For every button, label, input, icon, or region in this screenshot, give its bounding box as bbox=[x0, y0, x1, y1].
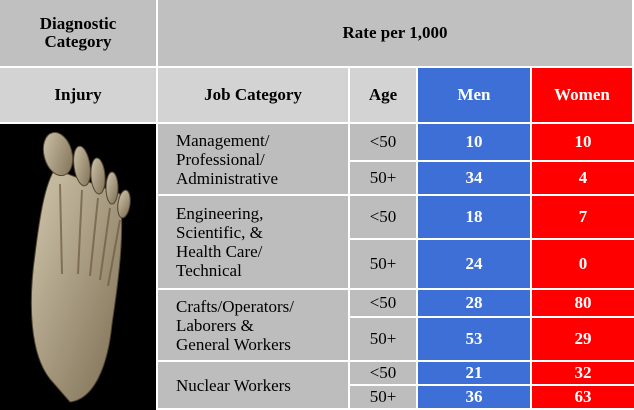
men-rate: 34 bbox=[418, 162, 530, 194]
women-rate: 10 bbox=[532, 124, 634, 160]
men-rate: 18 bbox=[418, 196, 530, 238]
text-line: Engineering, bbox=[176, 204, 264, 223]
column-header: Age bbox=[350, 68, 416, 122]
men-rate: 24 bbox=[418, 240, 530, 288]
age-cell: 50+ bbox=[350, 318, 416, 360]
text-line: Management/ bbox=[176, 130, 270, 150]
men-rate: 21 bbox=[418, 362, 530, 384]
column-header: Men bbox=[418, 68, 530, 122]
text-line: Technical bbox=[176, 261, 242, 280]
text-line: Health Care/ bbox=[176, 242, 263, 261]
foot-image bbox=[0, 124, 156, 410]
text-line: Category bbox=[44, 32, 112, 51]
column-header: Job Category bbox=[158, 68, 348, 122]
women-rate: 4 bbox=[532, 162, 634, 194]
job-category: Crafts/Operators/Laborers & General Worke… bbox=[158, 290, 348, 360]
age-cell: <50 bbox=[350, 196, 416, 238]
age-cell: <50 bbox=[350, 290, 416, 316]
women-rate: 63 bbox=[532, 386, 634, 408]
column-header: Injury bbox=[0, 68, 156, 122]
job-category: Management/Professional/Administrative bbox=[158, 124, 348, 194]
age-cell: 50+ bbox=[350, 162, 416, 194]
text-line: Nuclear Workers bbox=[176, 375, 291, 395]
text-line: Professional/ bbox=[176, 149, 265, 169]
text-line: Crafts/Operators/ bbox=[176, 296, 295, 316]
job-category: Engineering, Scientific, & Health Care/Tec… bbox=[158, 196, 348, 288]
foot-illustration bbox=[30, 131, 131, 403]
women-rate: 0 bbox=[532, 240, 634, 288]
header-cell: Rate per 1,000 bbox=[158, 0, 632, 66]
men-rate: 53 bbox=[418, 318, 530, 360]
text-line: Laborers & bbox=[176, 315, 254, 335]
women-rate: 7 bbox=[532, 196, 634, 238]
age-cell: 50+ bbox=[350, 240, 416, 288]
column-header: Women bbox=[532, 68, 632, 122]
men-rate: 36 bbox=[418, 386, 530, 408]
text-line: General Workers bbox=[176, 334, 291, 354]
men-rate: 28 bbox=[418, 290, 530, 316]
text-line: Scientific, & bbox=[176, 223, 263, 242]
age-cell: 50+ bbox=[350, 386, 416, 408]
text-line: Administrative bbox=[176, 168, 278, 188]
men-rate: 10 bbox=[418, 124, 530, 160]
text-line: Diagnostic bbox=[39, 14, 117, 33]
women-rate: 80 bbox=[532, 290, 634, 316]
job-category: Nuclear Workers bbox=[158, 362, 348, 408]
women-rate: 32 bbox=[532, 362, 634, 384]
header-cell: Diagnostic Category bbox=[0, 0, 156, 66]
age-cell: <50 bbox=[350, 362, 416, 384]
women-rate: 29 bbox=[532, 318, 634, 360]
age-cell: <50 bbox=[350, 124, 416, 160]
